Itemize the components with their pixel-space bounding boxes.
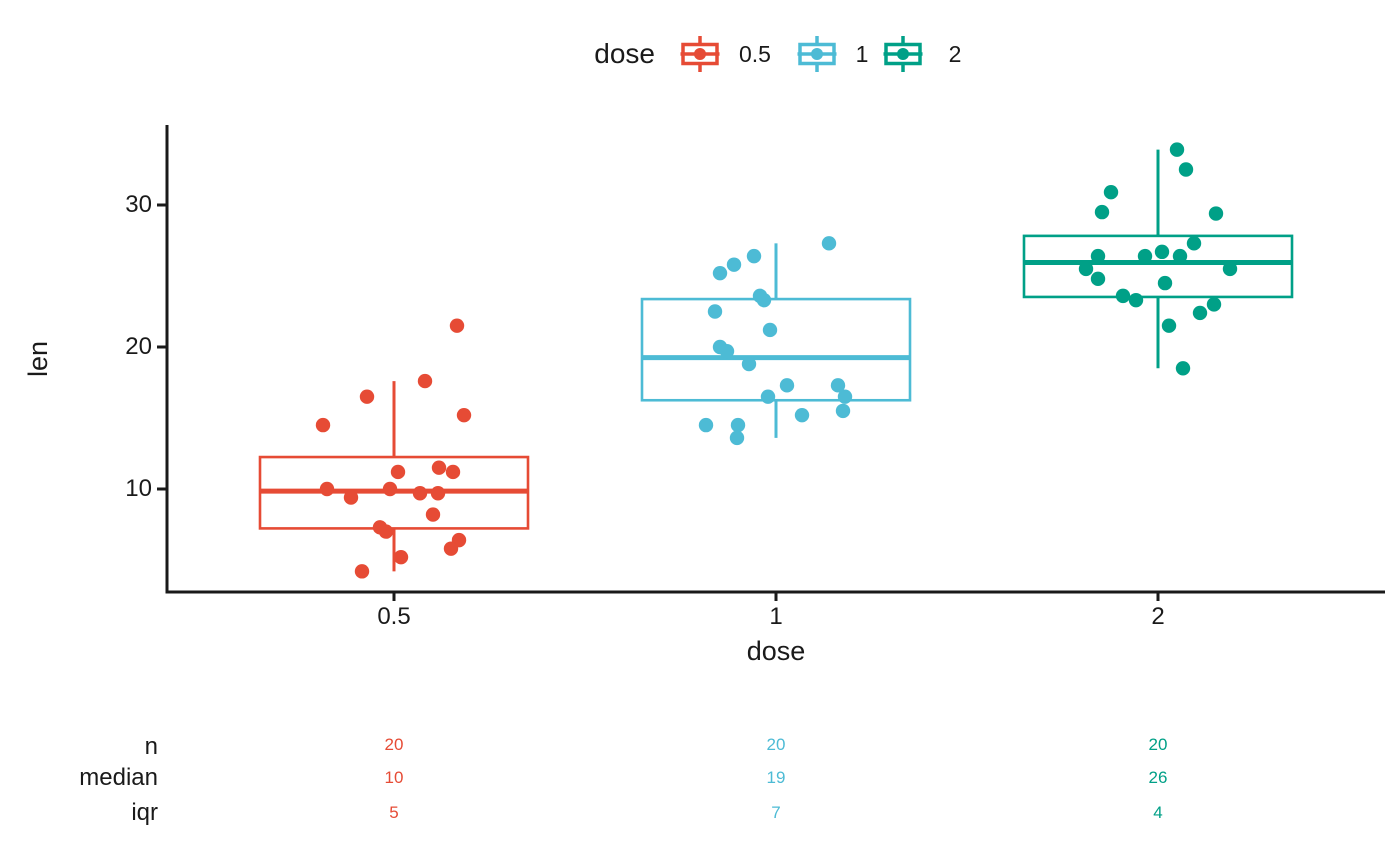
table-iqr-dose-1: 7 <box>771 803 781 822</box>
x-tick-label-0.5: 0.5 <box>377 603 411 630</box>
axes-lines <box>157 125 1385 601</box>
table-row-label-n: n <box>144 733 158 760</box>
x-tick-label-1: 1 <box>769 603 783 630</box>
legend-label-1: 1 <box>855 41 869 67</box>
boxplot-key-icon <box>883 36 923 72</box>
jitter-points <box>315 142 1238 579</box>
table-row-label-median: median <box>79 764 158 791</box>
legend-label-0.5: 0.5 <box>739 41 771 67</box>
legend-key-dose-1 <box>797 34 837 74</box>
table-iqr-dose-0.5: 5 <box>389 803 399 822</box>
legend-label-2: 2 <box>948 41 962 67</box>
x-tick-label-2: 2 <box>1151 603 1165 630</box>
table-n-dose-1: 20 <box>766 735 786 754</box>
y-tick-label-20: 20 <box>125 333 152 360</box>
table-median-dose-2: 26 <box>1148 768 1168 787</box>
x-axis-title: dose <box>746 636 806 666</box>
y-tick-label-10: 10 <box>125 475 152 502</box>
boxplot-key-icon <box>680 36 720 72</box>
legend-key-dose-2 <box>883 34 923 74</box>
table-median-dose-1: 19 <box>766 768 786 787</box>
table-median-dose-0.5: 10 <box>384 768 404 787</box>
y-tick-label-30: 30 <box>125 191 152 218</box>
legend-title: dose <box>594 38 655 69</box>
boxplot-boxes <box>258 149 1294 572</box>
table-n-dose-2: 20 <box>1148 735 1168 754</box>
table-row-label-iqr: iqr <box>131 799 158 826</box>
table-iqr-dose-2: 4 <box>1153 803 1163 822</box>
legend-key-dose-0.5 <box>680 34 720 74</box>
y-axis-title: len <box>23 340 53 378</box>
table-n-dose-0.5: 20 <box>384 735 404 754</box>
boxplot-key-icon <box>797 36 837 72</box>
